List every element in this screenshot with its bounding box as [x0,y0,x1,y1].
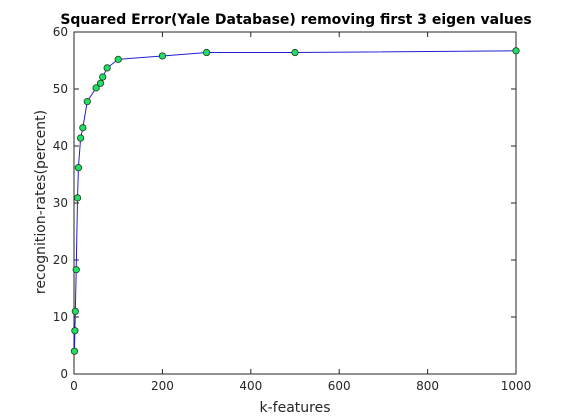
data-point [77,134,85,142]
data-point [103,64,111,72]
x-tick-label: 1000 [501,379,532,393]
data-point [203,48,211,57]
y-tick-label: 60 [53,25,68,39]
y-axis-label: recognition-rates(percent) [33,110,49,294]
y-tick-label: 50 [53,82,68,96]
data-point [79,124,87,132]
data-point [71,307,79,315]
data-point [158,52,166,60]
data-point [114,55,122,63]
y-tick-label: 20 [53,253,68,267]
x-tick-label: 800 [416,379,439,393]
x-tick-label: 200 [151,379,174,393]
data-point [83,97,91,106]
series-line [73,50,517,352]
y-tick-label: 40 [53,139,68,153]
y-tick-label: 10 [53,310,68,324]
y-tick-label: 0 [60,367,68,381]
x-tick-label: 400 [239,379,262,393]
x-axis-label: k-features [260,400,331,416]
data-point [73,194,82,202]
data-point [291,48,299,57]
plot-frame [73,31,517,375]
x-tick-label: 600 [328,379,351,393]
x-tick-label: 0 [70,379,78,393]
chart-title: Squared Error(Yale Database) removing fi… [60,12,531,28]
y-tick-label: 30 [53,196,68,210]
data-point [70,347,79,355]
data-point [92,84,100,92]
data-point [99,73,107,81]
data-point [71,327,79,335]
data-point [96,79,105,87]
data-point [512,47,520,55]
plot-area: 0 200 400 600 800 1000 0 10 20 30 40 50 60 [53,25,532,393]
data-point [74,164,83,172]
data-point [72,266,80,274]
